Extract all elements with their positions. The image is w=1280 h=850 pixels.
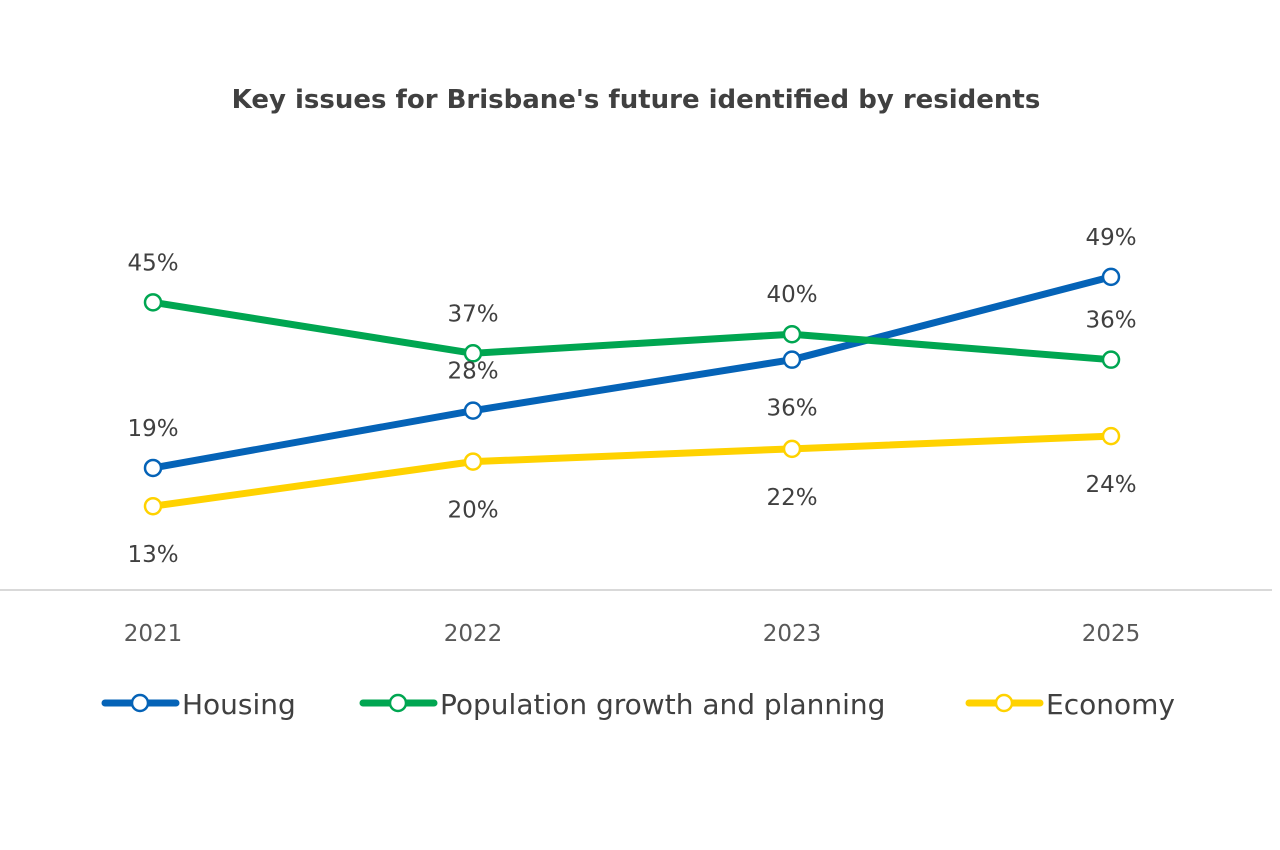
data-point <box>782 439 802 459</box>
data-point <box>463 401 483 420</box>
x-tick-label: 2023 <box>763 621 822 647</box>
data-point <box>143 458 163 478</box>
data-point <box>782 324 802 344</box>
data-point <box>1101 267 1121 287</box>
data-point <box>143 293 163 312</box>
data-label: 36% <box>1085 308 1136 334</box>
data-label: 40% <box>766 282 817 308</box>
data-point <box>463 344 483 363</box>
series-line <box>152 273 1112 472</box>
data-label: 22% <box>766 485 817 511</box>
data-label: 45% <box>127 250 178 276</box>
data-label: 20% <box>447 498 498 524</box>
legend-label: Economy <box>1046 688 1175 721</box>
data-point <box>782 350 802 369</box>
data-label: 36% <box>766 396 817 422</box>
data-point <box>143 496 163 516</box>
data-point <box>1101 426 1121 446</box>
data-label: 49% <box>1085 225 1136 251</box>
series-line <box>152 298 1112 364</box>
data-label: 13% <box>127 542 178 568</box>
data-point <box>1101 350 1121 369</box>
x-tick-label: 2025 <box>1082 621 1141 647</box>
legend-label: Population growth and planning <box>440 688 885 721</box>
legend-label: Housing <box>182 688 296 721</box>
x-tick-label: 2022 <box>444 621 503 647</box>
data-point <box>463 452 483 471</box>
x-tick-label: 2021 <box>124 621 183 647</box>
legend-marker-icon <box>130 693 150 713</box>
chart-title: Key issues for Brisbane's future identif… <box>232 85 1041 115</box>
series-line <box>152 432 1112 510</box>
legend-marker-icon <box>994 693 1014 713</box>
data-label: 37% <box>447 301 498 327</box>
data-label: 19% <box>127 416 178 442</box>
legend-marker-icon <box>388 693 408 713</box>
data-label: 24% <box>1085 472 1136 498</box>
data-label: 28% <box>447 359 498 385</box>
